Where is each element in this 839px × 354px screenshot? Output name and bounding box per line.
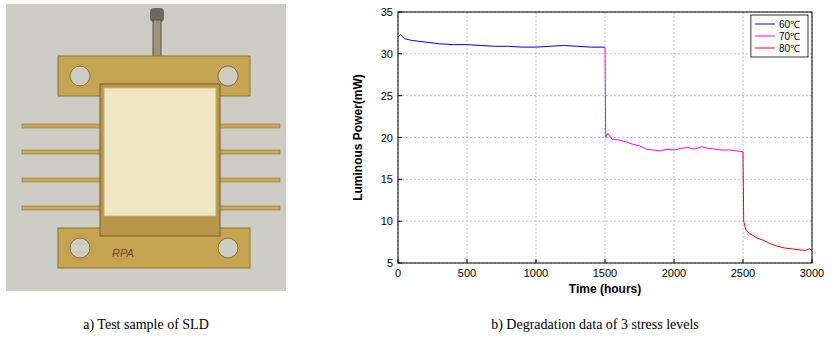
legend: 60℃70℃80℃ <box>751 15 808 57</box>
x-tick-label: 1500 <box>593 267 617 279</box>
y-tick-label: 5 <box>387 257 393 269</box>
x-tick <box>743 259 744 263</box>
y-axis-title: Luminous Power(mW) <box>351 74 365 201</box>
photo-background <box>6 4 286 291</box>
y-grid-line <box>398 137 812 138</box>
fiber-tube <box>153 20 161 58</box>
y-grid-line <box>398 179 812 180</box>
x-tick-label: 2500 <box>731 267 755 279</box>
pin <box>218 124 280 128</box>
y-tick-label: 15 <box>381 173 393 185</box>
x-axis-title: Time (hours) <box>569 282 641 296</box>
pin <box>218 206 280 210</box>
photo-panel: RPA <box>6 4 286 291</box>
figure: RPA a) Test sample of SLD 0 500 1000 1500 2000… <box>0 0 839 354</box>
mounting-hole <box>70 66 90 86</box>
series-line <box>605 47 743 152</box>
pin <box>22 150 104 154</box>
x-tick <box>467 259 468 263</box>
x-tick-label: 1000 <box>524 267 548 279</box>
x-tick-label: 3000 <box>800 267 824 279</box>
pin <box>22 124 104 128</box>
x-tick <box>605 259 606 263</box>
mounting-hole <box>70 238 90 258</box>
series-line <box>743 152 812 251</box>
caption: a) Test sample of SLD <box>83 317 209 333</box>
y-tick-label: 10 <box>381 215 393 227</box>
x-tick-label: 500 <box>458 267 476 279</box>
pin <box>22 178 104 182</box>
legend-label: 60℃ <box>779 19 800 30</box>
pin <box>218 150 280 154</box>
legend-label: 80℃ <box>779 43 800 54</box>
legend-box <box>751 15 808 57</box>
grid <box>398 12 812 263</box>
series-line <box>398 35 605 48</box>
x-tick-label: 0 <box>395 267 401 279</box>
plot-frame <box>398 12 812 263</box>
legend-swatch <box>755 36 775 37</box>
package-body <box>100 84 220 236</box>
x-tick <box>674 259 675 263</box>
mounting-hole <box>218 66 238 86</box>
caption: b) Degradation data of 3 stress levels <box>491 317 699 333</box>
y-tick-label: 25 <box>381 90 393 102</box>
mounting-hole <box>218 238 238 258</box>
legend-label: 70℃ <box>779 31 800 42</box>
y-tick <box>398 95 402 96</box>
package-lid <box>104 88 216 216</box>
x-tick-label: 2000 <box>662 267 686 279</box>
device-marking: RPA <box>112 247 134 259</box>
pin <box>22 206 104 210</box>
y-grid-line <box>398 221 812 222</box>
plot-background <box>398 12 812 263</box>
legend-swatch <box>755 24 775 25</box>
y-tick-label: 30 <box>381 48 393 60</box>
y-tick <box>398 137 402 138</box>
y-tick <box>398 53 402 54</box>
y-tick <box>398 179 402 180</box>
y-tick <box>398 221 402 222</box>
y-tick-label: 20 <box>381 132 393 144</box>
x-tick <box>536 259 537 263</box>
legend-swatch <box>755 48 775 49</box>
pin <box>218 178 280 182</box>
y-tick-label: 35 <box>381 6 393 18</box>
series-group <box>398 35 812 251</box>
